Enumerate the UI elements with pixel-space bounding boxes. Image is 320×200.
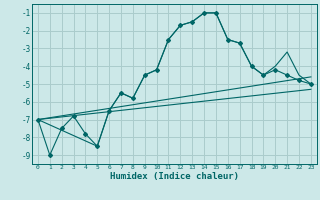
X-axis label: Humidex (Indice chaleur): Humidex (Indice chaleur) bbox=[110, 172, 239, 181]
